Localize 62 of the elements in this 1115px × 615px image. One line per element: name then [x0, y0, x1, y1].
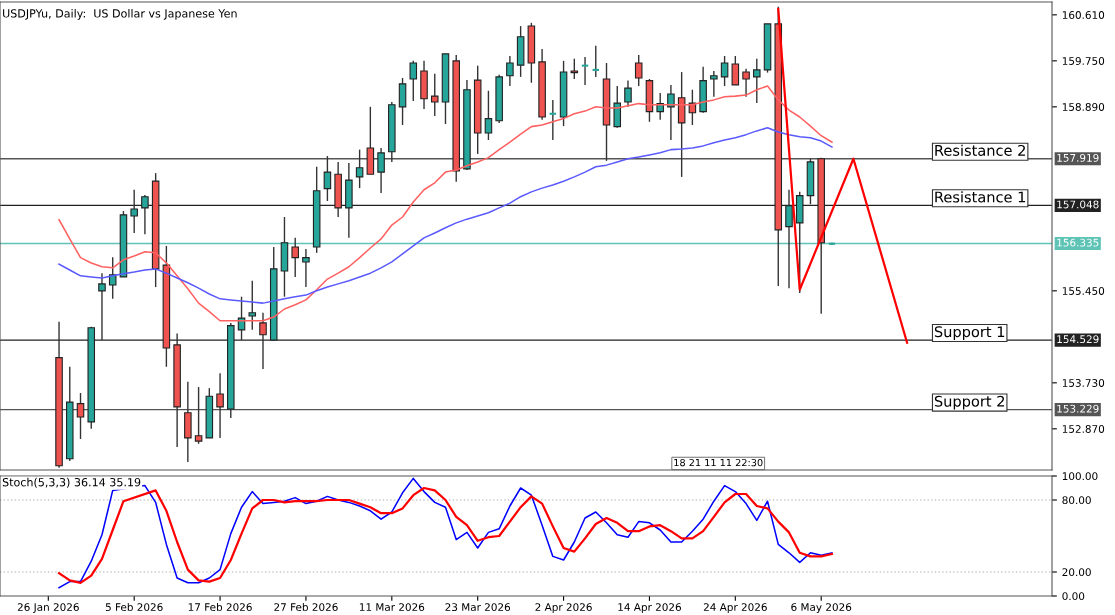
candlestick	[742, 68, 750, 98]
candlestick	[720, 55, 729, 87]
candlestick	[624, 79, 632, 108]
candlestick	[613, 85, 622, 129]
x-tick-label: 17 Feb 2026	[188, 602, 252, 612]
candlestick	[108, 256, 117, 300]
y-tick-label: 152.870	[1062, 425, 1105, 433]
y-tick-label: 159.750	[1062, 57, 1105, 65]
candlestick	[570, 57, 579, 80]
x-tick-label: 2 Apr 2026	[535, 603, 592, 614]
x-tick-label: 11 Mar 2026	[359, 603, 425, 612]
candlestick	[409, 60, 418, 102]
y-tick-label: 160.610	[1062, 11, 1105, 19]
candlestick	[430, 72, 439, 117]
candlestick	[548, 99, 558, 141]
candlestick	[506, 55, 514, 87]
annotation: Resistance 1	[935, 191, 1026, 203]
candlestick	[398, 77, 407, 126]
candlestick	[291, 237, 299, 278]
ref-line-label: 157.919	[1057, 153, 1099, 162]
candlestick	[377, 147, 385, 194]
y-tick-label: 155.450	[1062, 287, 1105, 295]
x-tick-label: 26 Jan 2026	[17, 603, 79, 613]
annotation: 18 21 11 11 22:30	[674, 458, 763, 467]
y-tick-label: 80.00	[1062, 496, 1091, 505]
annotation: Support 1	[934, 326, 1005, 341]
ref-line-label: 154.529	[1057, 335, 1099, 344]
x-tick-label: 27 Feb 2026	[274, 602, 338, 612]
ref-line-label: 153.229	[1057, 404, 1099, 413]
candlestick	[591, 45, 601, 78]
y-tick-label: 100.00	[1062, 472, 1098, 481]
candlestick	[216, 372, 224, 439]
y-tick-label: 153.730	[1062, 379, 1105, 387]
annotation: Support 2	[934, 395, 1005, 410]
candlestick	[634, 54, 643, 87]
line-series	[777, 7, 909, 344]
line-series	[58, 126, 833, 304]
chart-title: Stoch(5,3,3) 36.14 35.19	[2, 477, 141, 488]
candlestick	[323, 155, 332, 202]
candlestick	[753, 57, 761, 104]
candlestick	[194, 386, 203, 445]
candlestick	[484, 90, 493, 141]
y-tick-label: 158.890	[1062, 103, 1105, 111]
candlestick	[302, 248, 310, 288]
ref-line-label: 157.048	[1057, 200, 1099, 209]
y-tick-label: 0.00	[1062, 592, 1085, 601]
text: USDJPYu, Daily: US Dollar vs Japanese Yen	[3, 9, 237, 20]
candlestick	[710, 70, 718, 98]
x-tick-label: 14 Apr 2026	[618, 603, 681, 614]
x-tick-label: 5 Feb 2026	[105, 602, 163, 612]
ref-line-label: 156.335	[1057, 238, 1099, 247]
candlestick	[580, 56, 590, 86]
candlestick	[248, 279, 257, 331]
candlestick	[667, 84, 675, 141]
x-tick-label: 6 May 2026	[791, 603, 852, 614]
annotation: Resistance 2	[935, 144, 1025, 156]
candlestick	[76, 392, 85, 440]
candlestick	[731, 55, 740, 86]
x-tick-label: 23 Mar 2026	[445, 603, 511, 612]
x-tick-label: 24 Apr 2026	[703, 603, 767, 614]
y-tick-label: 20.00	[1062, 568, 1091, 577]
candlestick	[355, 148, 364, 189]
